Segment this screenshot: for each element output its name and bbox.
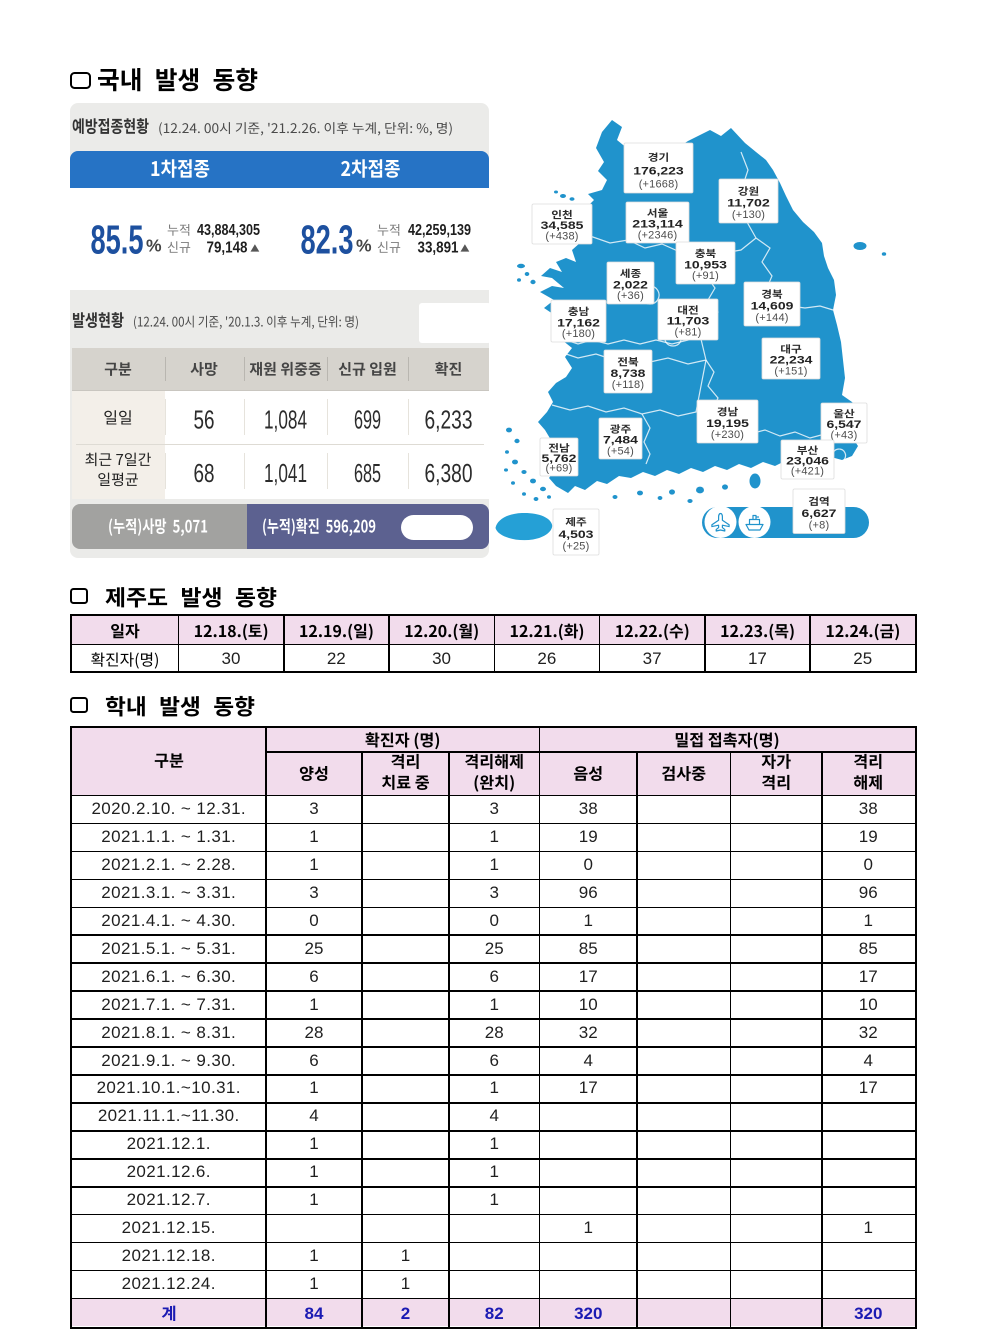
svg-text:(+91): (+91) <box>692 270 719 282</box>
svg-text:43,884,305: 43,884,305 <box>197 222 260 239</box>
svg-text:14,609: 14,609 <box>751 301 794 313</box>
svg-text:22,234: 22,234 <box>770 355 814 367</box>
svg-text:(+144): (+144) <box>755 312 788 324</box>
svg-text:6,627: 6,627 <box>802 508 837 520</box>
svg-text:699: 699 <box>354 407 381 435</box>
svg-text:82.3: 82.3 <box>301 217 354 263</box>
svg-text:(+421): (+421) <box>791 466 824 478</box>
svg-text:11,702: 11,702 <box>727 198 770 210</box>
svg-text:%: % <box>146 236 162 256</box>
svg-text:213,114: 213,114 <box>632 219 683 231</box>
svg-text:(+1668): (+1668) <box>639 178 679 190</box>
svg-text:(+54): (+54) <box>607 445 634 457</box>
svg-text:23,046: 23,046 <box>786 455 829 467</box>
svg-text:33,891: 33,891 <box>418 239 459 256</box>
svg-text:(+438): (+438) <box>545 230 578 242</box>
svg-text:176,223: 176,223 <box>633 165 683 177</box>
svg-text:85.5: 85.5 <box>91 217 144 263</box>
svg-text:(+130): (+130) <box>732 209 765 221</box>
svg-text:(+43): (+43) <box>831 429 858 441</box>
svg-text:42,259,139: 42,259,139 <box>408 222 471 239</box>
svg-text:(+36): (+36) <box>617 290 644 302</box>
svg-text:5,762: 5,762 <box>542 453 577 465</box>
svg-text:2,022: 2,022 <box>613 279 648 291</box>
svg-text:(+8): (+8) <box>809 519 830 531</box>
svg-text:6,547: 6,547 <box>827 419 862 431</box>
svg-text:(+180): (+180) <box>562 328 595 340</box>
svg-text:7,484: 7,484 <box>603 435 639 447</box>
svg-text:1,041: 1,041 <box>264 460 307 488</box>
svg-text:(+2346): (+2346) <box>638 229 678 241</box>
svg-text:6,380: 6,380 <box>425 460 473 488</box>
svg-text:34,585: 34,585 <box>541 220 584 232</box>
svg-text:79,148: 79,148 <box>207 239 248 256</box>
svg-text:685: 685 <box>354 460 381 488</box>
svg-text:8,738: 8,738 <box>611 368 646 380</box>
svg-text:(+118): (+118) <box>612 379 645 391</box>
svg-text:(+230): (+230) <box>711 429 744 441</box>
svg-text:(+69): (+69) <box>546 463 573 475</box>
svg-text:56: 56 <box>194 407 215 435</box>
svg-text:(+81): (+81) <box>675 326 702 338</box>
svg-text:10,953: 10,953 <box>684 259 727 271</box>
svg-text:%: % <box>356 236 372 256</box>
svg-text:4,503: 4,503 <box>559 529 594 541</box>
svg-text:(+151): (+151) <box>774 365 807 377</box>
svg-text:(+25): (+25) <box>563 541 590 553</box>
svg-text:68: 68 <box>194 460 215 488</box>
svg-text:6,233: 6,233 <box>425 407 473 435</box>
svg-text:1,084: 1,084 <box>264 407 307 435</box>
svg-text:19,195: 19,195 <box>706 418 749 430</box>
svg-text:17,162: 17,162 <box>557 317 600 329</box>
svg-text:11,703: 11,703 <box>667 316 710 328</box>
